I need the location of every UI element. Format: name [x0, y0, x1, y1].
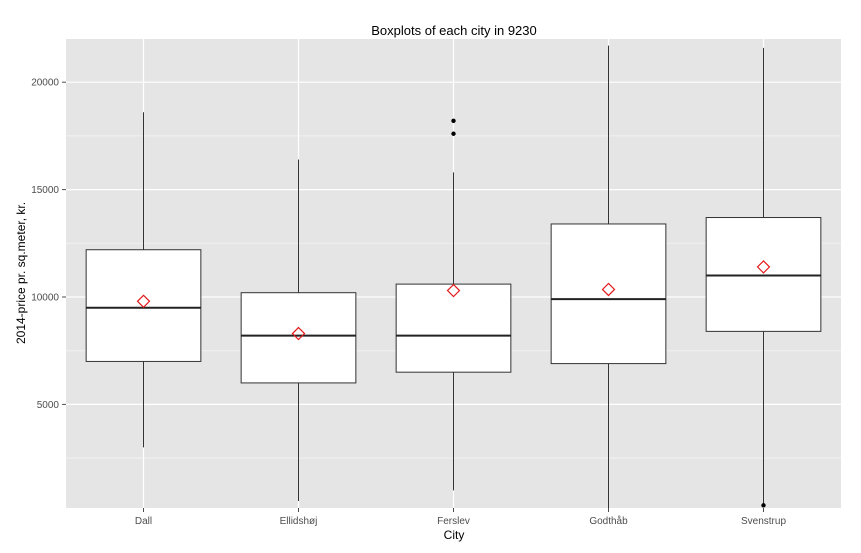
mean-marker — [601, 282, 616, 297]
box-Godthåb — [550, 45, 667, 508]
box-Ferslev — [395, 118, 512, 491]
y-axis-ticks: 5000 10000 15000 20000 — [31, 78, 66, 411]
y-tick-label: 10000 — [31, 293, 59, 304]
box-Ellidshøj — [240, 159, 357, 502]
x-tick-label: Svenstrup — [741, 516, 786, 527]
mean-marker — [136, 294, 151, 309]
box-Svenstrup — [705, 47, 822, 508]
x-tick-label: Godthåb — [589, 515, 628, 527]
box-Dall — [85, 112, 202, 448]
iqr-box — [550, 223, 667, 365]
x-tick-label: Dall — [135, 516, 152, 527]
mean-marker — [291, 326, 306, 341]
x-axis-title: City — [444, 528, 465, 542]
iqr-box — [240, 292, 357, 384]
outlier-point — [451, 118, 456, 124]
y-tick-label: 20000 — [31, 78, 59, 89]
mean-marker — [756, 260, 771, 274]
outlier-point — [451, 131, 456, 136]
x-tick-label: Ellidshøj — [280, 516, 318, 527]
iqr-box — [395, 283, 512, 373]
x-axis-ticks: Dall Ellidshøj Ferslev Godthåb Svenstrup — [135, 508, 786, 527]
x-tick-label: Ferslev — [437, 516, 470, 527]
boxes — [85, 45, 822, 508]
y-tick-label: 15000 — [31, 185, 59, 196]
chart-title: Boxplots of each city in 9230 — [371, 23, 537, 38]
iqr-box — [705, 217, 822, 332]
mean-marker — [446, 283, 461, 298]
outlier-point — [761, 503, 766, 508]
iqr-box — [85, 249, 202, 362]
y-tick-label: 5000 — [37, 400, 60, 411]
y-axis-title: 2014-price pr. sq.meter, kr. — [14, 202, 28, 344]
